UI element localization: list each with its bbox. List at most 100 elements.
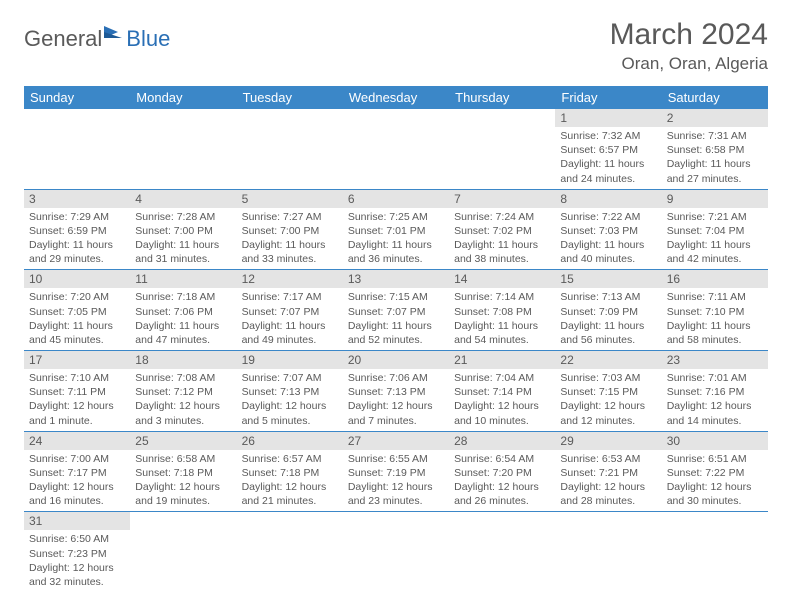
day-info: Sunrise: 7:06 AMSunset: 7:13 PMDaylight:…	[343, 369, 449, 431]
location: Oran, Oran, Algeria	[610, 54, 768, 74]
calendar-day-cell: 5Sunrise: 7:27 AMSunset: 7:00 PMDaylight…	[237, 189, 343, 270]
day-info: Sunrise: 7:01 AMSunset: 7:16 PMDaylight:…	[662, 369, 768, 431]
day-info: Sunrise: 6:54 AMSunset: 7:20 PMDaylight:…	[449, 450, 555, 512]
day-number: 7	[449, 190, 555, 208]
weekday-header: Tuesday	[237, 86, 343, 109]
weekday-header: Sunday	[24, 86, 130, 109]
day-number: 13	[343, 270, 449, 288]
day-number: 12	[237, 270, 343, 288]
day-number: 4	[130, 190, 236, 208]
calendar-row: 17Sunrise: 7:10 AMSunset: 7:11 PMDayligh…	[24, 351, 768, 432]
calendar-day-cell: 20Sunrise: 7:06 AMSunset: 7:13 PMDayligh…	[343, 351, 449, 432]
calendar-day-cell: 23Sunrise: 7:01 AMSunset: 7:16 PMDayligh…	[662, 351, 768, 432]
calendar-empty-cell	[237, 109, 343, 189]
calendar-empty-cell	[662, 512, 768, 592]
day-number: 8	[555, 190, 661, 208]
day-info: Sunrise: 6:53 AMSunset: 7:21 PMDaylight:…	[555, 450, 661, 512]
day-info: Sunrise: 7:13 AMSunset: 7:09 PMDaylight:…	[555, 288, 661, 350]
calendar-row: 31Sunrise: 6:50 AMSunset: 7:23 PMDayligh…	[24, 512, 768, 592]
day-info: Sunrise: 6:51 AMSunset: 7:22 PMDaylight:…	[662, 450, 768, 512]
day-info: Sunrise: 7:17 AMSunset: 7:07 PMDaylight:…	[237, 288, 343, 350]
day-info: Sunrise: 7:28 AMSunset: 7:00 PMDaylight:…	[130, 208, 236, 270]
flag-icon	[102, 24, 124, 47]
calendar-day-cell: 1Sunrise: 7:32 AMSunset: 6:57 PMDaylight…	[555, 109, 661, 189]
calendar-empty-cell	[449, 109, 555, 189]
day-number: 14	[449, 270, 555, 288]
header: General Blue March 2024 Oran, Oran, Alge…	[24, 18, 768, 74]
calendar-empty-cell	[555, 512, 661, 592]
calendar-day-cell: 15Sunrise: 7:13 AMSunset: 7:09 PMDayligh…	[555, 270, 661, 351]
day-number: 26	[237, 432, 343, 450]
day-info: Sunrise: 6:57 AMSunset: 7:18 PMDaylight:…	[237, 450, 343, 512]
calendar-empty-cell	[130, 109, 236, 189]
weekday-header: Saturday	[662, 86, 768, 109]
day-number: 3	[24, 190, 130, 208]
calendar-day-cell: 18Sunrise: 7:08 AMSunset: 7:12 PMDayligh…	[130, 351, 236, 432]
day-number: 17	[24, 351, 130, 369]
calendar-day-cell: 11Sunrise: 7:18 AMSunset: 7:06 PMDayligh…	[130, 270, 236, 351]
calendar-empty-cell	[449, 512, 555, 592]
day-info: Sunrise: 6:58 AMSunset: 7:18 PMDaylight:…	[130, 450, 236, 512]
day-number: 5	[237, 190, 343, 208]
calendar-day-cell: 17Sunrise: 7:10 AMSunset: 7:11 PMDayligh…	[24, 351, 130, 432]
calendar-table: SundayMondayTuesdayWednesdayThursdayFrid…	[24, 86, 768, 592]
calendar-header-row: SundayMondayTuesdayWednesdayThursdayFrid…	[24, 86, 768, 109]
day-number: 11	[130, 270, 236, 288]
day-info: Sunrise: 7:15 AMSunset: 7:07 PMDaylight:…	[343, 288, 449, 350]
calendar-day-cell: 9Sunrise: 7:21 AMSunset: 7:04 PMDaylight…	[662, 189, 768, 270]
calendar-day-cell: 30Sunrise: 6:51 AMSunset: 7:22 PMDayligh…	[662, 431, 768, 512]
day-number: 29	[555, 432, 661, 450]
day-info: Sunrise: 6:50 AMSunset: 7:23 PMDaylight:…	[24, 530, 130, 592]
calendar-day-cell: 4Sunrise: 7:28 AMSunset: 7:00 PMDaylight…	[130, 189, 236, 270]
day-number: 27	[343, 432, 449, 450]
calendar-day-cell: 3Sunrise: 7:29 AMSunset: 6:59 PMDaylight…	[24, 189, 130, 270]
calendar-day-cell: 27Sunrise: 6:55 AMSunset: 7:19 PMDayligh…	[343, 431, 449, 512]
day-number: 10	[24, 270, 130, 288]
calendar-day-cell: 24Sunrise: 7:00 AMSunset: 7:17 PMDayligh…	[24, 431, 130, 512]
month-title: March 2024	[610, 18, 768, 52]
logo-text-blue: Blue	[126, 26, 170, 52]
day-number: 23	[662, 351, 768, 369]
calendar-day-cell: 13Sunrise: 7:15 AMSunset: 7:07 PMDayligh…	[343, 270, 449, 351]
title-block: March 2024 Oran, Oran, Algeria	[610, 18, 768, 74]
calendar-empty-cell	[343, 109, 449, 189]
day-info: Sunrise: 7:04 AMSunset: 7:14 PMDaylight:…	[449, 369, 555, 431]
calendar-day-cell: 7Sunrise: 7:24 AMSunset: 7:02 PMDaylight…	[449, 189, 555, 270]
day-info: Sunrise: 7:20 AMSunset: 7:05 PMDaylight:…	[24, 288, 130, 350]
calendar-empty-cell	[237, 512, 343, 592]
day-number: 20	[343, 351, 449, 369]
day-info: Sunrise: 7:24 AMSunset: 7:02 PMDaylight:…	[449, 208, 555, 270]
weekday-header: Wednesday	[343, 86, 449, 109]
calendar-row: 10Sunrise: 7:20 AMSunset: 7:05 PMDayligh…	[24, 270, 768, 351]
calendar-day-cell: 2Sunrise: 7:31 AMSunset: 6:58 PMDaylight…	[662, 109, 768, 189]
day-info: Sunrise: 6:55 AMSunset: 7:19 PMDaylight:…	[343, 450, 449, 512]
day-info: Sunrise: 7:18 AMSunset: 7:06 PMDaylight:…	[130, 288, 236, 350]
calendar-day-cell: 16Sunrise: 7:11 AMSunset: 7:10 PMDayligh…	[662, 270, 768, 351]
calendar-day-cell: 19Sunrise: 7:07 AMSunset: 7:13 PMDayligh…	[237, 351, 343, 432]
day-number: 16	[662, 270, 768, 288]
day-info: Sunrise: 7:29 AMSunset: 6:59 PMDaylight:…	[24, 208, 130, 270]
day-number: 21	[449, 351, 555, 369]
day-number: 9	[662, 190, 768, 208]
calendar-day-cell: 28Sunrise: 6:54 AMSunset: 7:20 PMDayligh…	[449, 431, 555, 512]
day-info: Sunrise: 7:32 AMSunset: 6:57 PMDaylight:…	[555, 127, 661, 189]
calendar-empty-cell	[24, 109, 130, 189]
day-info: Sunrise: 7:22 AMSunset: 7:03 PMDaylight:…	[555, 208, 661, 270]
logo: General Blue	[24, 18, 170, 53]
day-info: Sunrise: 7:25 AMSunset: 7:01 PMDaylight:…	[343, 208, 449, 270]
day-info: Sunrise: 7:00 AMSunset: 7:17 PMDaylight:…	[24, 450, 130, 512]
day-number: 6	[343, 190, 449, 208]
day-number: 18	[130, 351, 236, 369]
calendar-empty-cell	[130, 512, 236, 592]
calendar-day-cell: 25Sunrise: 6:58 AMSunset: 7:18 PMDayligh…	[130, 431, 236, 512]
calendar-day-cell: 29Sunrise: 6:53 AMSunset: 7:21 PMDayligh…	[555, 431, 661, 512]
calendar-day-cell: 31Sunrise: 6:50 AMSunset: 7:23 PMDayligh…	[24, 512, 130, 592]
day-number: 24	[24, 432, 130, 450]
calendar-day-cell: 10Sunrise: 7:20 AMSunset: 7:05 PMDayligh…	[24, 270, 130, 351]
weekday-header: Thursday	[449, 86, 555, 109]
day-number: 28	[449, 432, 555, 450]
calendar-day-cell: 22Sunrise: 7:03 AMSunset: 7:15 PMDayligh…	[555, 351, 661, 432]
day-number: 31	[24, 512, 130, 530]
day-info: Sunrise: 7:21 AMSunset: 7:04 PMDaylight:…	[662, 208, 768, 270]
day-info: Sunrise: 7:03 AMSunset: 7:15 PMDaylight:…	[555, 369, 661, 431]
